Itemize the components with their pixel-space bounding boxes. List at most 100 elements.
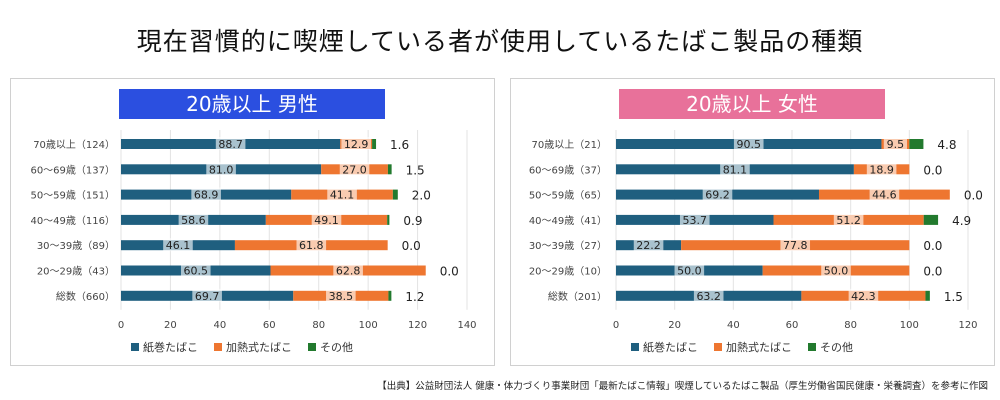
data-label-other: 0.9 [403,214,422,228]
data-label-other: 4.9 [952,214,971,228]
data-label-bg [163,238,193,252]
data-label-bg [333,263,363,277]
bar-segment [387,214,390,225]
category-label: 総数（201） [548,290,607,303]
category-label: 20〜29歳（43） [37,266,115,278]
data-label: 49.1 [314,214,339,227]
data-label: 38.5 [329,290,354,303]
x-tick-label: 0 [613,320,619,331]
data-label: 46.1 [166,239,191,252]
category-label: 70歳以上（21） [532,139,607,151]
data-label-other: 2.0 [412,189,431,203]
x-tick-label: 140 [457,320,476,331]
x-tick-label: 100 [359,320,378,331]
x-tick-label: 20 [164,320,177,331]
data-label-bg [215,137,246,150]
legend-swatch [631,343,639,351]
data-label-other: 1.5 [944,290,963,304]
legend-swatch [714,343,722,351]
data-label-other: 4.8 [937,138,956,152]
chart-panel-female: 20歳以上 女性 0 20 40 60 80 100 120 70歳以上（21） 60〜69歳（… [510,78,995,366]
bar-segment [925,290,930,301]
data-label-other: 0.0 [964,189,983,203]
legend-label: 加熱式たばこ [226,341,292,354]
data-label-other: 1.2 [405,290,424,304]
category-label: 総数（660） [56,290,115,303]
data-label-other: 0.0 [923,265,942,279]
data-label: 27.0 [342,163,367,176]
x-tick-label: 120 [958,320,977,331]
data-label: 81.0 [209,163,234,176]
x-tick-label: 40 [727,320,740,331]
x-tick-label: 60 [263,320,276,331]
page-title: 現在習慣的に喫煙している者が使用しているたばこ製品の種類 [136,27,864,56]
chart-title-female: 20歳以上 女性 [619,89,885,119]
data-label: 68.9 [194,189,219,202]
data-label-other: 1.5 [406,163,425,177]
data-label: 63.2 [696,290,721,303]
data-label-bg [869,187,900,201]
source-note: 【出典】公益財団法人 健康・体力づくり事業財団「最新たばこ情報」喫煙しているたば… [377,381,988,392]
x-tick-label: 120 [408,320,427,331]
bar-segment [392,189,398,200]
data-label-bg [679,212,710,226]
data-label-bg [327,187,357,201]
data-label-other: 0.0 [923,239,942,253]
chart-title-male: 20歳以上 男性 [119,89,385,119]
bar-segment [923,214,939,225]
data-label-bg [866,162,897,176]
category-label: 30〜39歳（27） [529,240,607,252]
x-tick-label: 40 [213,320,226,331]
x-tick-label: 100 [900,320,919,331]
bar-segment [388,290,392,301]
data-label-bg [191,187,221,201]
data-label: 62.8 [336,265,361,278]
data-label-bg [674,263,705,277]
data-label-bg [633,238,664,252]
data-label: 53.7 [683,214,708,227]
legend-swatch [131,343,139,351]
chart-svg-female: 0 20 40 60 80 100 120 70歳以上（21） 60〜69歳（37） 50〜59歳… [529,130,983,354]
data-label-bg [341,137,371,150]
bar-segment [372,139,377,149]
legend-label: 紙巻たばこ [143,340,198,354]
data-label-bg [178,212,209,226]
data-label: 50.0 [824,265,849,278]
data-label-bg [296,238,327,252]
data-label-other: 1.6 [390,138,409,152]
legend-label: その他 [820,341,853,354]
data-label: 18.9 [869,163,894,176]
data-label-bg [821,263,851,277]
category-label: 50〜59歳（151） [30,190,115,202]
data-label: 81.1 [723,163,748,176]
category-label: 60〜69歳（137） [30,164,115,176]
data-label: 77.8 [783,239,808,252]
category-label: 40〜49歳（116） [30,215,115,227]
x-tick-label: 20 [668,320,681,331]
data-label-bg [339,162,370,176]
data-label-bg [192,288,222,302]
data-label-other: 0.0 [923,163,942,177]
data-label: 58.6 [181,214,206,227]
legend-label: 加熱式たばこ [726,341,792,354]
data-label-bg [206,162,236,176]
legend-swatch [214,343,222,351]
data-label: 51.2 [836,214,861,227]
data-label: 69.7 [195,290,220,303]
category-label: 40〜49歳（41） [529,215,607,227]
x-tick-label: 60 [786,320,799,331]
data-label-bg [326,288,356,302]
data-label: 90.5 [736,138,761,151]
data-label: 69.2 [705,189,730,202]
data-label: 9.5 [887,138,905,151]
data-label: 22.2 [636,239,661,252]
data-label-bg [311,212,342,226]
x-tick-label: 80 [312,320,325,331]
data-label: 42.3 [851,290,876,303]
data-label-bg [702,187,733,201]
data-label-bg [883,137,907,150]
legend-swatch [308,343,316,351]
category-label: 70歳以上（124） [33,139,115,151]
data-label: 50.0 [677,265,702,278]
x-tick-label: 0 [118,320,124,331]
